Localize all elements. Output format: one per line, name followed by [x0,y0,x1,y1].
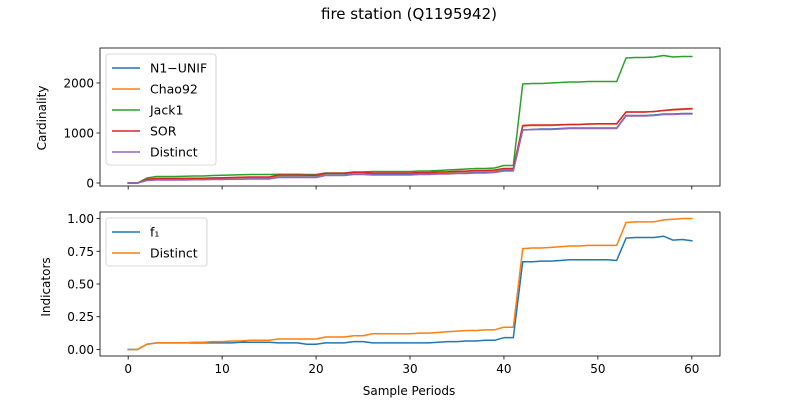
y-tick-label: 0.25 [67,310,94,324]
series-line [127,217,693,351]
y-tick-label: 0.75 [67,245,94,259]
sample-periods-axis-label: Sample Periods [363,384,455,398]
x-tick-label: 10 [214,362,229,376]
legend-box [105,217,208,267]
y-tick-label: 1000 [63,127,94,141]
cardinality-panel: Cardinality 0 1000 2000 N1−UNIF Chao92 Jack1 S… [35,47,721,191]
legend-label: Distinct [150,246,198,261]
figure-title: fire station (Q1195942) [321,5,497,23]
y-tick-label: 1.00 [67,212,94,226]
y-tick-label: 0.00 [67,343,94,357]
series-line [127,107,693,184]
indicators-axis-label: Indicators [39,257,53,316]
legend-label: Distinct [150,145,198,160]
x-tick-label: 60 [684,362,699,376]
x-tick-label: 0 [124,362,132,376]
legend-label: Chao92 [150,82,198,97]
series-line [127,113,693,184]
legend-label: SOR [150,124,177,139]
series-line [127,235,693,351]
series-line [127,54,693,184]
x-tick-label: 20 [308,362,323,376]
y-tick-label: 0.50 [67,278,94,292]
legend-box [105,53,217,166]
legend-label: Jack1 [149,103,183,118]
indicators-panel: Indicators Sample Periods 0 10 20 30 40 50 60 0… [39,211,721,398]
y-tick-label: 0 [86,177,94,191]
y-tick-label: 2000 [63,77,94,91]
legend-label: f₁ [150,225,159,240]
cardinality-axis-label: Cardinality [35,86,49,151]
x-tick-label: 50 [590,362,605,376]
x-tick-label: 30 [402,362,417,376]
x-tick-label: 40 [496,362,511,376]
legend-label: N1−UNIF [150,61,207,76]
